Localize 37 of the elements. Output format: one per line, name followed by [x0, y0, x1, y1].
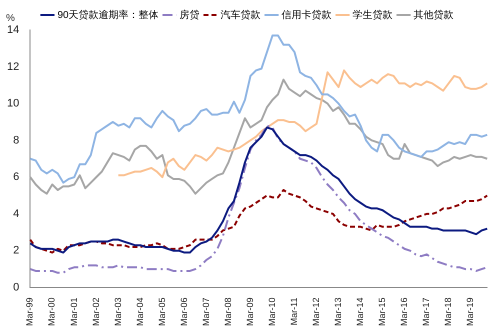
x-tick-label: Mar-16	[399, 297, 410, 326]
x-tick-label: Mar-13	[333, 297, 344, 326]
y-tick-label: 10	[6, 98, 20, 110]
x-tick-label: Mar-05	[156, 297, 167, 326]
line-series	[29, 189, 488, 254]
x-tick-label: Mar-12	[311, 297, 322, 326]
x-tick-label: Mar-11	[288, 297, 299, 326]
x-tick-label: Mar-01	[68, 297, 79, 326]
legend-label: 学生贷款	[352, 8, 393, 21]
x-tick-label: Mar-15	[377, 297, 388, 326]
y-tick-label: 8	[13, 134, 20, 146]
legend-label: 其他贷款	[414, 8, 454, 21]
y-tick-label: 4	[13, 208, 20, 220]
x-tick-label: Mar-99	[24, 297, 35, 326]
y-tick-label: 0	[13, 282, 20, 294]
x-tick-label: Mar-17	[421, 297, 432, 326]
x-tick-label: Mar-04	[134, 297, 145, 326]
x-tick-label: Mar-06	[178, 297, 189, 326]
y-tick-label: 14	[6, 24, 20, 36]
x-tick-label: Mar-09	[244, 297, 255, 326]
legend-label: 90天贷款逾期率：整体	[57, 8, 159, 21]
x-tick-label: Mar-00	[46, 297, 57, 326]
x-tick-label: Mar-18	[443, 297, 454, 326]
y-tick-label: 2	[13, 244, 20, 257]
x-tick-label: Mar-03	[112, 297, 123, 326]
legend-label: 汽车贷款	[220, 8, 261, 21]
x-tick-label: Mar-14	[355, 297, 366, 326]
x-tick-label: Mar-08	[222, 297, 233, 326]
legend-label: 房贷	[180, 8, 200, 21]
x-tick-label: Mar-02	[90, 297, 101, 326]
y-tick-label: 6	[13, 171, 20, 184]
legend-label: 信用卡贷款	[282, 8, 332, 21]
y-tick-label: 12	[6, 60, 20, 73]
x-tick-label: Mar-10	[266, 297, 277, 326]
y-axis-title: %	[6, 12, 15, 24]
x-tick-label: Mar-19	[465, 297, 476, 326]
x-tick-label: Mar-07	[200, 297, 211, 326]
